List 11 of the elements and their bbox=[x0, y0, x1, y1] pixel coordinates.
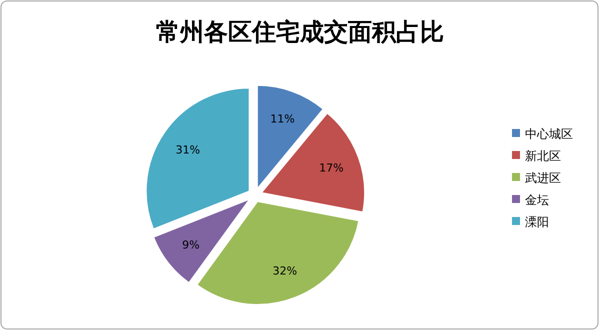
data-label: 31% bbox=[176, 143, 200, 156]
legend-label: 溧阳 bbox=[525, 215, 549, 229]
legend-label: 金坛 bbox=[525, 193, 549, 207]
legend-label: 新北区 bbox=[525, 149, 561, 163]
data-label: 17% bbox=[319, 162, 344, 175]
data-label: 32% bbox=[272, 264, 298, 278]
data-label: 11% bbox=[270, 112, 295, 126]
chart-title: 常州各区住宅成交面积占比 bbox=[156, 18, 444, 46]
legend-label: 武进区 bbox=[525, 171, 561, 185]
legend-label: 中心城区 bbox=[525, 127, 573, 141]
data-label: 9% bbox=[182, 238, 200, 252]
